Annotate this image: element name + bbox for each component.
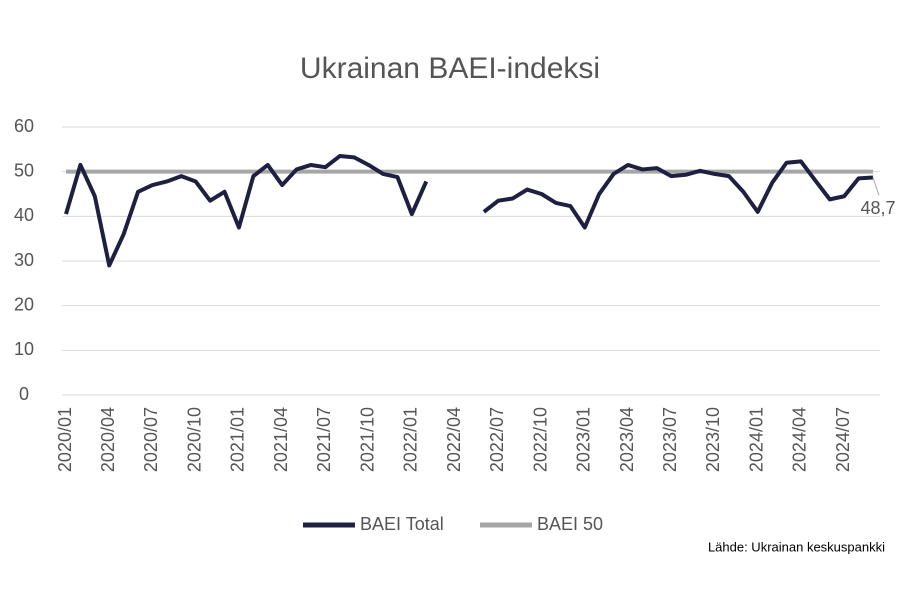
x-tick-label: 2023/01 [574,407,594,472]
x-tick-label: 2024/07 [833,407,853,472]
x-tick-label: 2022/07 [487,407,507,472]
y-tick-label: 40 [14,205,34,225]
x-tick-label: 2024/04 [790,407,810,472]
x-tick-label: 2023/04 [617,407,637,472]
line-series [64,154,429,268]
y-tick-label: 30 [14,250,34,270]
x-tick-label: 2021/07 [314,407,334,472]
x-tick-label: 2020/04 [98,407,118,472]
legend-label: BAEI Total [360,514,444,534]
x-tick-label: 2022/04 [444,407,464,472]
x-tick-label: 2022/01 [401,407,421,472]
x-tick-label: 2020/10 [184,407,204,472]
chart-title: Ukrainan BAEI-indeksi [300,52,600,85]
x-tick-label: 2024/01 [746,407,766,472]
data-label: 48,7 [860,198,895,218]
y-tick-label: 60 [14,116,34,136]
y-tick-label: 50 [14,160,34,180]
y-tick-label: 20 [14,294,34,314]
y-tick-label: 10 [14,339,34,359]
x-tick-label: 2023/10 [703,407,723,472]
source: Lähde: Ukrainan keskuspankki [708,539,885,554]
x-tick-label: 2020/01 [55,407,75,472]
x-tick-label: 2021/04 [271,407,291,472]
x-tick-label: 2020/07 [141,407,161,472]
x-tick-label: 2021/01 [228,407,248,472]
label-leader [872,177,880,196]
x-tick-label: 2022/10 [530,407,550,472]
line-series [482,159,874,230]
legend-label: BAEI 50 [537,514,603,534]
x-tick-label: 2023/07 [660,407,680,472]
y-tick-label: 0 [19,384,29,404]
x-tick-label: 2021/10 [357,407,377,472]
